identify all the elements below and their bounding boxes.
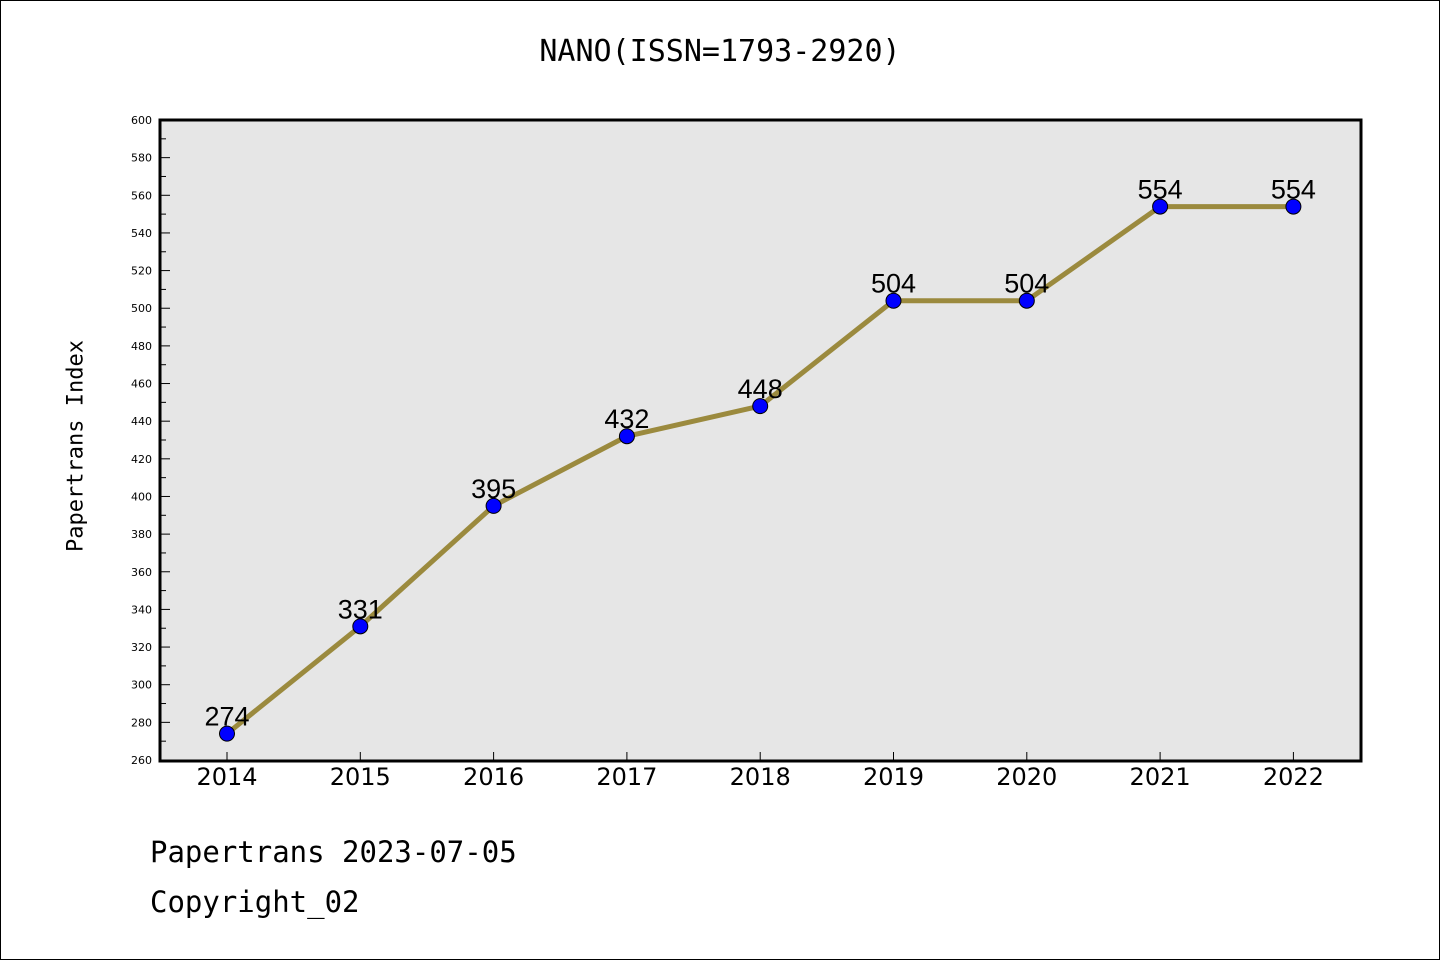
y-tick-label: 420 [131,453,152,466]
data-point [219,725,235,742]
x-tick-label: 2022 [1263,763,1324,791]
data-point [352,618,369,635]
data-labels: 274 331 395 432 448 504 504 554 554 [204,175,1315,732]
data-value-label: 331 [338,594,383,624]
y-tick-label: 280 [131,716,152,729]
data-point [618,428,635,445]
x-tick-label: 2020 [996,763,1057,791]
x-tick-label: 2014 [196,763,257,791]
data-value-label: 395 [471,474,516,504]
data-point [885,292,902,309]
y-tick-label: 500 [131,302,152,315]
y-tick-label: 480 [131,340,152,353]
y-tick-label: 300 [131,679,152,692]
data-value-label: 554 [1138,175,1183,205]
y-tick-label: 360 [131,566,152,579]
x-tick-label: 2021 [1130,763,1191,791]
data-value-label: 504 [871,269,916,299]
data-point [485,497,502,514]
x-tick-label: 2017 [596,763,657,791]
data-value-label: 274 [204,702,249,732]
plot-area [158,118,1363,763]
data-point [1285,198,1302,215]
y-tick-label: 400 [131,490,152,503]
y-tick-label: 520 [131,265,152,278]
y-tick-label: 580 [131,152,152,165]
y-tick-label: 540 [131,227,152,240]
x-tick-label: 2015 [330,763,391,791]
data-point [752,398,769,415]
y-tick-label: 560 [131,189,152,202]
data-value-label: 432 [604,404,649,434]
y-tick-label: 320 [131,641,152,654]
y-tick-label: 440 [131,415,152,428]
data-value-label: 448 [738,374,783,404]
y-tick-label: 460 [131,378,152,391]
data-value-label: 554 [1271,175,1316,205]
x-tick-label: 2019 [863,763,924,791]
x-axis-ticks: 2014 2015 2016 2017 2018 2019 2020 2021 2022 [196,752,1324,791]
y-axis-ticks: 260 280 300 320 340 360 380 400 420 440 460 480 500 5… [131,114,170,767]
series-markers [219,198,1302,742]
y-tick-label: 600 [131,114,152,127]
data-point [1152,198,1169,215]
y-tick-label: 380 [131,528,152,541]
footer-copyright: Copyright_02 [150,885,360,919]
chart-title: NANO(ISSN=1793-2920) [539,34,901,69]
footer-source-date: Papertrans 2023-07-05 [150,835,517,869]
data-point [1018,292,1035,309]
data-value-label: 504 [1004,269,1049,299]
y-tick-label: 260 [131,754,152,767]
x-tick-label: 2018 [730,763,791,791]
y-tick-label: 340 [131,603,152,616]
x-tick-label: 2016 [463,763,524,791]
